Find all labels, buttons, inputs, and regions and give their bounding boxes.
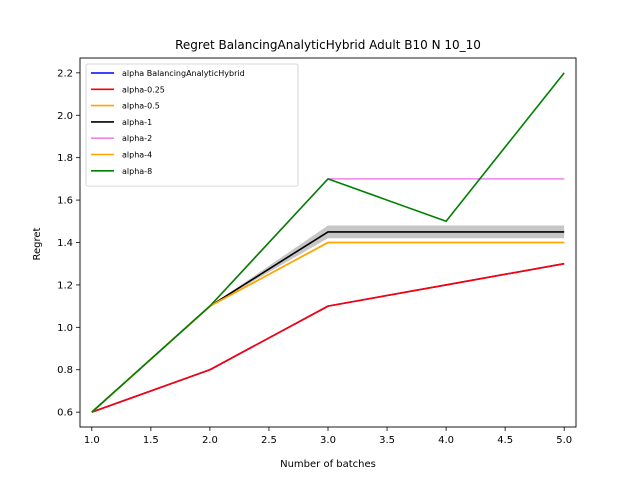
x-tick-label: 3.5 xyxy=(379,435,395,446)
y-tick-label: 1.6 xyxy=(57,196,73,207)
x-tick-label: 4.0 xyxy=(438,435,454,446)
y-tick-label: 1.2 xyxy=(57,280,73,291)
series-line-alpha BalancingAnalyticHybrid xyxy=(91,262,565,413)
plot-area: 1.0 1.5 2.0 2.5 3.0 3.5 4.0 4.5 5.0 0.6 0.8 1.0 1.2 1… xyxy=(57,57,577,446)
series-line-alpha-8 xyxy=(91,72,565,413)
x-tick-label: 1.5 xyxy=(143,435,159,446)
chart-title: Regret BalancingAnalyticHybrid Adult B10… xyxy=(175,38,481,52)
y-tick-label: 1.8 xyxy=(57,153,73,164)
x-tick-label: 2.5 xyxy=(261,435,277,446)
y-tick-label: 2.2 xyxy=(57,68,73,79)
y-tick-label: 0.8 xyxy=(57,365,73,376)
x-tick-label: 4.5 xyxy=(497,435,513,446)
y-axis-title: Regret xyxy=(32,227,43,260)
legend-label: alpha-2 xyxy=(122,134,152,143)
series-line-alpha-2 xyxy=(91,178,565,413)
legend-label: alpha-8 xyxy=(122,167,152,176)
x-tick-label: 3.0 xyxy=(320,435,336,446)
y-tick-label: 1.0 xyxy=(57,323,73,334)
x-tick-label: 5.0 xyxy=(556,435,572,446)
legend: alpha BalancingAnalyticHybrid alpha-0.25 a… xyxy=(85,63,299,187)
series-line-alpha-0.25 xyxy=(91,262,565,413)
legend-label: alpha BalancingAnalyticHybrid xyxy=(122,69,245,78)
y-tick-label: 1.4 xyxy=(57,238,73,249)
x-axis-title: Number of batches xyxy=(280,459,376,470)
legend-label: alpha-4 xyxy=(122,151,152,160)
x-tick-label: 1.0 xyxy=(84,435,100,446)
series-line-alpha-1 xyxy=(91,231,565,413)
x-tick-label: 2.0 xyxy=(202,435,218,446)
legend-label: alpha-1 xyxy=(122,118,152,127)
legend-label: alpha-0.5 xyxy=(122,102,160,111)
legend-box xyxy=(85,63,299,187)
confidence-band-alpha-1 xyxy=(91,225,565,413)
legend-label: alpha-0.25 xyxy=(122,85,165,94)
y-tick-label: 2.0 xyxy=(57,111,73,122)
y-tick-label: 0.6 xyxy=(57,408,73,419)
